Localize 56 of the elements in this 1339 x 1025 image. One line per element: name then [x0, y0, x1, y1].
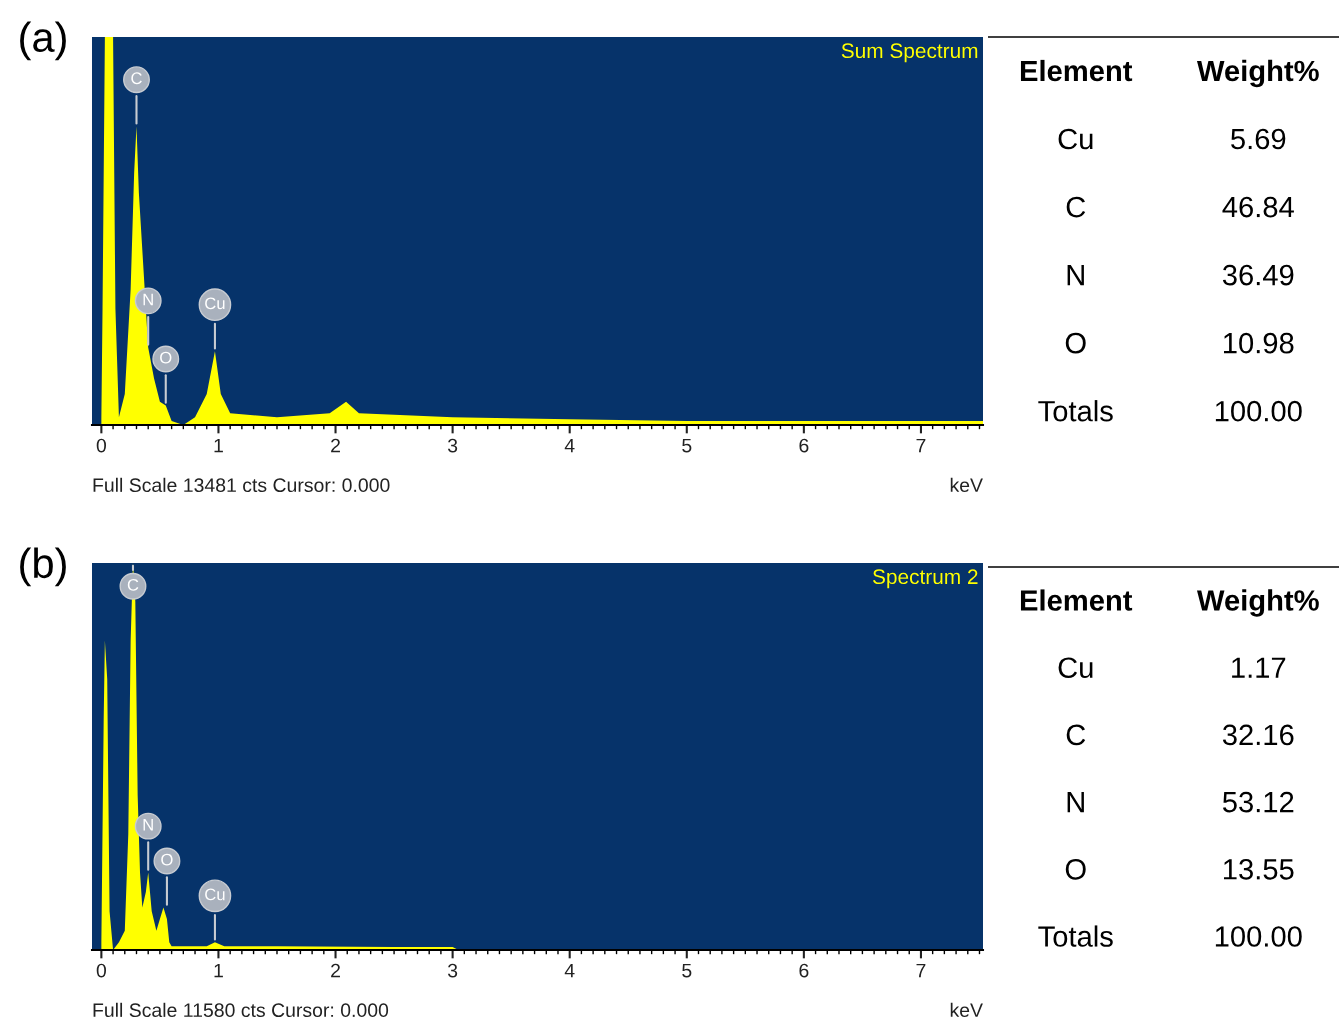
- annotation: N: [143, 293, 153, 306]
- text: N: [1067, 792, 1084, 813]
- x-axis-title: keV: [950, 1002, 983, 1018]
- text: O: [1065, 858, 1086, 880]
- x-axis-title: keV: [950, 477, 983, 493]
- text: 5.69: [1231, 128, 1286, 150]
- x-tick-label: 7: [916, 438, 926, 453]
- text: 46.84: [1222, 196, 1294, 218]
- text: 10.98: [1224, 332, 1294, 354]
- text: Totals: [1038, 400, 1113, 422]
- x-tick-label: 1: [214, 438, 223, 453]
- text: Full Scale 11580 cts Cursor: 0.000: [93, 1002, 389, 1018]
- text: Cu: [1058, 657, 1093, 679]
- text: O: [1065, 332, 1086, 354]
- x-tick-label: 3: [447, 438, 458, 453]
- x-tick-label: 2: [331, 438, 340, 453]
- text: (a): [20, 21, 66, 61]
- x-tick-label: 6: [799, 963, 809, 978]
- text: Element: [1020, 59, 1133, 82]
- x-tick-label: 7: [916, 963, 926, 978]
- x-tick-label: 2: [331, 963, 340, 978]
- x-tick-label: 1: [214, 963, 223, 978]
- text: 13.55: [1224, 858, 1294, 880]
- annotation: C: [131, 72, 142, 85]
- text: (b): [20, 547, 66, 587]
- text: C: [1066, 724, 1086, 746]
- text: Cu: [1058, 128, 1093, 150]
- x-tick-label: 3: [447, 963, 458, 978]
- x-tick-label: 6: [799, 438, 809, 453]
- text: 100.00: [1215, 926, 1302, 947]
- text: Weight%: [1196, 589, 1319, 617]
- annotation: O: [161, 853, 173, 866]
- x-tick-label: 5: [682, 438, 692, 453]
- text: 53.12: [1222, 791, 1294, 813]
- text: 1.17: [1232, 657, 1286, 678]
- text: C: [1066, 196, 1086, 218]
- x-tick-label: 4: [564, 438, 575, 453]
- text: N: [1067, 265, 1084, 286]
- chart-title: Spectrum 2: [872, 569, 978, 589]
- chart-title: Sum Spectrum: [841, 43, 978, 63]
- x-tick-label: 0: [96, 963, 107, 978]
- x-tick-label: 5: [682, 963, 692, 978]
- text: Totals: [1038, 925, 1113, 947]
- text: Element: [1020, 589, 1133, 611]
- annotation: Cu: [205, 888, 225, 901]
- text: 100.00: [1215, 400, 1302, 422]
- x-tick-label: 0: [96, 438, 107, 453]
- text: 36.49: [1222, 264, 1294, 286]
- text: 32.16: [1222, 724, 1294, 746]
- annotation: N: [143, 819, 153, 831]
- text: Full Scale 13481 cts Cursor: 0.000: [93, 477, 390, 493]
- annotation: C: [127, 578, 139, 591]
- annotation: Cu: [205, 297, 225, 310]
- x-tick-label: 4: [564, 963, 575, 978]
- annotation: O: [160, 351, 172, 364]
- text: Weight%: [1196, 59, 1319, 88]
